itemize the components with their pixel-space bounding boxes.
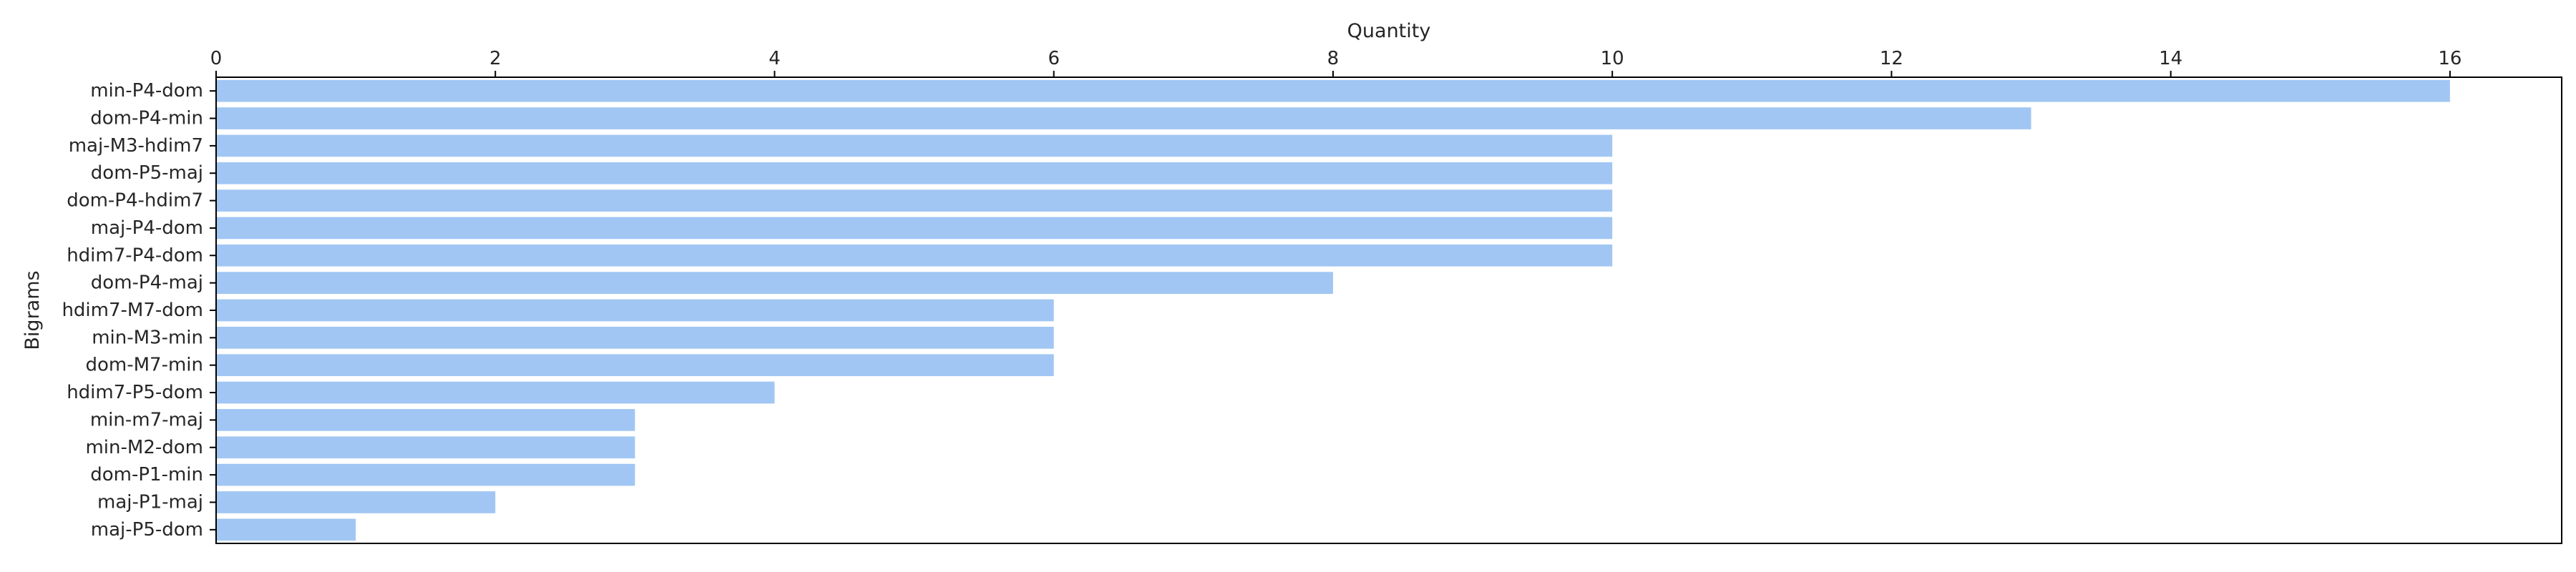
x-tick-label: 2 bbox=[489, 48, 502, 69]
y-tick-label: maj-P1-maj bbox=[97, 491, 203, 513]
x-tick-label: 10 bbox=[1601, 48, 1624, 69]
bar-maj-P1-maj bbox=[216, 491, 496, 513]
bar-dom-P4-hdim7 bbox=[216, 189, 1613, 212]
bar-dom-P4-min bbox=[216, 107, 2031, 129]
bar-hdim7-P4-dom bbox=[216, 244, 1613, 267]
bars-group bbox=[216, 79, 2450, 541]
x-axis-title: Quantity bbox=[1347, 20, 1431, 42]
x-tick-label: 14 bbox=[2159, 48, 2182, 69]
bar-dom-P5-maj bbox=[216, 162, 1613, 184]
x-tick-label: 4 bbox=[769, 48, 781, 69]
y-tick-label: dom-P5-maj bbox=[91, 162, 203, 184]
x-tick-label: 0 bbox=[210, 48, 223, 69]
y-tick-label: dom-P1-min bbox=[90, 464, 203, 485]
bar-dom-P4-maj bbox=[216, 272, 1333, 294]
y-tick-label: hdim7-M7-dom bbox=[62, 300, 203, 321]
y-tick-label: maj-P5-dom bbox=[91, 519, 203, 541]
bar-maj-P5-dom bbox=[216, 518, 356, 541]
bar-maj-M3-hdim7 bbox=[216, 134, 1613, 157]
y-tick-label: min-P4-dom bbox=[90, 80, 203, 102]
x-tick-label: 16 bbox=[2438, 48, 2462, 69]
bar-min-M2-dom bbox=[216, 436, 635, 459]
bar-maj-P4-dom bbox=[216, 217, 1613, 240]
x-tick-label: 8 bbox=[1327, 48, 1340, 69]
y-tick-label: dom-P4-hdim7 bbox=[67, 190, 203, 212]
x-tick-label: 12 bbox=[1880, 48, 1903, 69]
x-axis-ticks: 0 2 4 6 8 10 12 14 16 bbox=[210, 48, 2462, 77]
bar-dom-M7-min bbox=[216, 354, 1054, 377]
y-tick-label: dom-P4-maj bbox=[91, 272, 203, 294]
y-tick-label: dom-M7-min bbox=[85, 355, 203, 376]
y-tick-label: maj-M3-hdim7 bbox=[69, 135, 203, 157]
y-tick-label: min-m7-maj bbox=[90, 409, 203, 430]
bar-dom-P1-min bbox=[216, 463, 635, 486]
bar-min-P4-dom bbox=[216, 79, 2450, 102]
y-tick-label: maj-P4-dom bbox=[91, 217, 203, 239]
y-axis-ticks: min-P4-dom dom-P4-min maj-M3-hdim7 dom-P5-m… bbox=[62, 80, 216, 541]
y-tick-label: min-M2-dom bbox=[85, 437, 203, 458]
bar-min-m7-maj bbox=[216, 409, 635, 431]
y-axis-title: Bigrams bbox=[21, 270, 44, 350]
x-tick-label: 6 bbox=[1048, 48, 1060, 69]
bar-min-M3-min bbox=[216, 327, 1054, 349]
y-tick-label: dom-P4-min bbox=[90, 108, 203, 129]
bar-hdim7-M7-dom bbox=[216, 299, 1054, 322]
y-tick-label: min-M3-min bbox=[92, 327, 203, 348]
y-tick-label: hdim7-P5-dom bbox=[67, 382, 203, 403]
bar-hdim7-P5-dom bbox=[216, 381, 775, 404]
y-tick-label: hdim7-P4-dom bbox=[67, 245, 203, 266]
